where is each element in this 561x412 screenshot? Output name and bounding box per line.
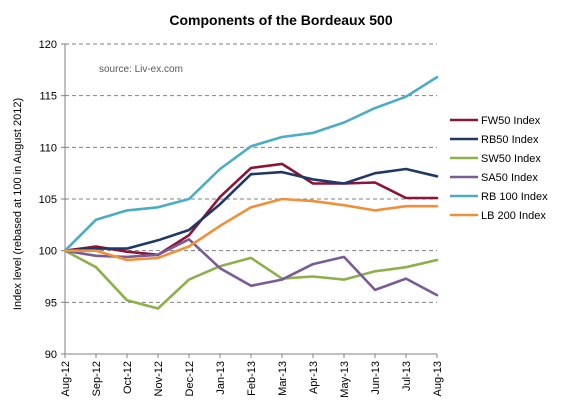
y-tick-label: 115 xyxy=(39,91,57,103)
x-tick-label: Apr-13 xyxy=(308,361,320,394)
x-tick-label: Aug-13 xyxy=(432,361,444,396)
y-tick-label: 120 xyxy=(39,39,57,51)
x-tick-label: Jan-13 xyxy=(215,361,227,395)
series-line-fw50-index xyxy=(63,162,439,257)
y-tick-label: 110 xyxy=(39,142,57,154)
source-annotation: source: Liv-ex.com xyxy=(99,64,183,75)
y-tick-label: 100 xyxy=(39,246,57,258)
x-tick-label: Feb-13 xyxy=(246,361,258,396)
x-tick-label: Jun-13 xyxy=(370,361,382,395)
series-line-rb-100-index xyxy=(63,75,439,252)
legend-label-fw50-index: FW50 Index xyxy=(481,115,541,127)
x-tick-label: May-13 xyxy=(339,361,351,398)
x-tick-label: Sep-12 xyxy=(91,361,103,396)
legend-label-rb-100-index: RB 100 Index xyxy=(481,191,548,203)
series-line-sw50-index xyxy=(63,249,439,310)
x-tick-label: Mar-13 xyxy=(277,361,289,396)
legend: FW50 Index RB50 Index SW50 Index SA50 Index… xyxy=(450,115,548,222)
legend-label-rb50-index: RB50 Index xyxy=(481,134,539,146)
legend-label-lb-200-index: LB 200 Index xyxy=(481,210,546,222)
x-tick-label: Oct-12 xyxy=(122,361,134,394)
x-tick-label: Jul-13 xyxy=(401,361,413,391)
legend-label-sa50-index: SA50 Index xyxy=(481,172,538,184)
y-tick-label: 105 xyxy=(39,194,57,206)
y-tick-label: 95 xyxy=(45,297,57,309)
legend-label-sw50-index: SW50 Index xyxy=(481,153,541,165)
series-line-sa50-index xyxy=(63,238,439,297)
chart-title: Components of the Bordeaux 500 xyxy=(169,12,392,28)
series-line-lb-200-index xyxy=(63,197,439,262)
x-tick-label: Aug-12 xyxy=(60,361,72,396)
y-axis-label: Index level (rebased at 100 in August 20… xyxy=(12,98,24,310)
series-line-rb50-index xyxy=(63,167,439,252)
x-tick-label: Nov-12 xyxy=(153,361,165,396)
y-tick-label: 90 xyxy=(45,349,57,361)
series-lines xyxy=(63,75,439,310)
x-tick-label: Dec-12 xyxy=(184,361,196,396)
axes: 90 95 100 105 110 115 120 Aug-12 Sep-12 Oct-12 Nov… xyxy=(39,39,444,398)
